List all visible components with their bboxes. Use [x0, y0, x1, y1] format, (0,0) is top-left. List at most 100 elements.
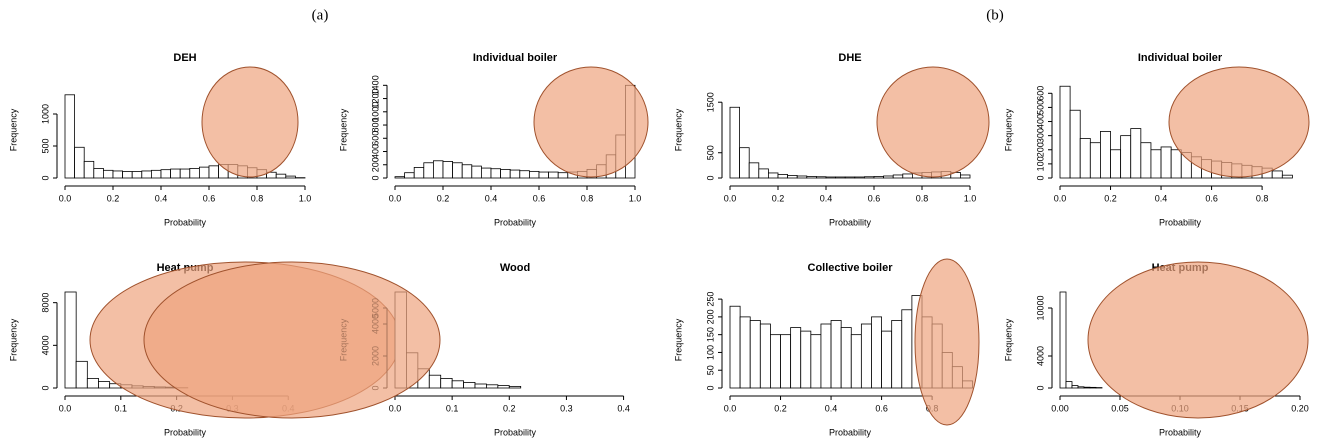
y-tick-label: 250	[705, 292, 715, 307]
x-tick-label: 0.0	[389, 193, 402, 203]
bar	[1089, 142, 1101, 179]
x-tick-label: 0.0	[59, 403, 72, 413]
bar	[1110, 149, 1122, 179]
y-tick-label: 0	[1035, 385, 1045, 390]
bar	[170, 168, 181, 179]
x-tick-label: 0.05	[1111, 403, 1129, 413]
x-tick-label: 0.2	[772, 193, 785, 203]
x-tick-label: 0.8	[251, 193, 264, 203]
bar	[285, 175, 296, 179]
y-axis-label: Frequency	[673, 318, 683, 361]
highlight-ellipse	[201, 66, 299, 178]
bar	[198, 166, 210, 179]
bar	[64, 94, 75, 179]
bar	[500, 168, 511, 179]
x-tick-label: 0.6	[203, 193, 216, 203]
y-axis-label: Frequency	[8, 318, 18, 361]
bar	[820, 323, 832, 389]
bar	[480, 167, 492, 179]
y-axis-label: Frequency	[8, 108, 18, 151]
chart-title: Individual boiler	[473, 52, 558, 64]
bar	[548, 171, 559, 179]
highlight-ellipse	[876, 66, 990, 178]
bar	[1140, 142, 1152, 179]
bar	[749, 320, 761, 389]
x-tick-label: 0.6	[1205, 193, 1218, 203]
bar	[1079, 138, 1091, 179]
y-tick-label: 1000	[40, 104, 50, 124]
bar	[1160, 146, 1172, 179]
bar	[883, 175, 894, 179]
bar	[729, 305, 741, 389]
bar	[93, 167, 104, 179]
y-tick-label: 400	[370, 144, 380, 159]
y-tick-label: 500	[1035, 100, 1045, 115]
bar	[758, 168, 769, 179]
bar	[432, 160, 444, 179]
bar	[538, 171, 550, 179]
x-tick-label: 0.2	[503, 403, 516, 413]
bar	[208, 165, 219, 179]
bar	[1170, 149, 1182, 179]
bar	[796, 175, 808, 179]
bar	[440, 377, 453, 389]
bar	[103, 169, 114, 179]
bar	[150, 169, 162, 179]
y-tick-label: 0	[705, 385, 715, 390]
bar	[463, 381, 476, 389]
bar	[1150, 149, 1162, 179]
bar	[844, 176, 856, 179]
panel-label: (b)	[986, 7, 1004, 23]
x-tick-label: 0.1	[446, 403, 459, 413]
chart-title: DEH	[173, 52, 196, 64]
y-axis-label: Frequency	[338, 108, 348, 151]
bar	[451, 380, 464, 389]
bar	[141, 170, 152, 179]
x-tick-label: 0.6	[868, 193, 881, 203]
bar	[1120, 135, 1132, 179]
y-tick-label: 600	[1035, 86, 1045, 101]
bar	[413, 167, 425, 179]
bar	[112, 170, 123, 179]
bar	[1083, 386, 1091, 389]
bar	[1130, 128, 1142, 179]
x-tick-label: 0.4	[1155, 193, 1168, 203]
y-tick-label: 500	[705, 145, 715, 160]
bar	[508, 385, 522, 389]
highlight-ellipse	[533, 66, 649, 178]
x-tick-label: 0.8	[1256, 193, 1269, 203]
x-tick-label: 0.0	[724, 403, 737, 413]
bar	[1065, 381, 1073, 389]
bar	[423, 162, 434, 179]
x-axis-label: Probability	[829, 217, 872, 227]
bar	[474, 383, 487, 389]
bar	[1077, 386, 1085, 389]
x-tick-label: 0.4	[485, 193, 498, 203]
bar	[729, 106, 741, 179]
bar	[835, 176, 846, 179]
x-tick-label: 0.0	[1054, 193, 1067, 203]
bar	[442, 161, 454, 179]
bar	[529, 170, 540, 179]
y-tick-label: 0	[40, 175, 50, 180]
bar	[825, 176, 837, 179]
highlight-ellipse	[1168, 66, 1310, 178]
y-tick-label: 1000	[370, 102, 380, 122]
y-tick-label: 200	[370, 157, 380, 172]
y-tick-label: 200	[705, 309, 715, 324]
bar	[471, 165, 482, 179]
bar	[275, 173, 287, 179]
x-tick-label: 1.0	[299, 193, 312, 203]
y-tick-label: 500	[40, 138, 50, 153]
x-axis-label: Probability	[829, 427, 872, 437]
bar	[1069, 109, 1081, 179]
bar	[748, 162, 760, 179]
highlight-ellipse	[143, 261, 441, 419]
x-tick-label: 0.2	[437, 193, 450, 203]
x-tick-label: 0.6	[875, 403, 888, 413]
x-tick-label: 0.8	[916, 193, 929, 203]
x-tick-label: 0.1	[115, 403, 128, 413]
bar	[131, 171, 143, 179]
x-tick-label: 1.0	[629, 193, 642, 203]
